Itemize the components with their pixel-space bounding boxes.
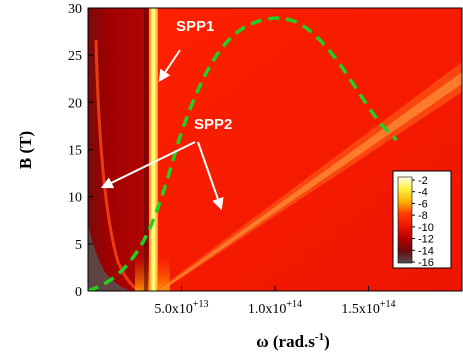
dashed-light-line xyxy=(88,16,398,291)
spp2-lower-branch xyxy=(94,39,141,291)
y-axis-title: B (T) xyxy=(16,131,35,169)
y-axis: 0 5 10 15 20 25 30 xyxy=(68,2,93,300)
spp1-line xyxy=(149,8,158,291)
y-tick-label: 0 xyxy=(75,285,82,300)
colorbar-labels: -2-4-6-8-10-12-14-16 xyxy=(412,175,434,269)
x-axis: 5.0x10+13 1.0x10+14 1.5x10+14 xyxy=(154,286,396,317)
annotation-spp2: SPP2 xyxy=(194,116,232,133)
annotation-spp1: SPP1 xyxy=(176,18,214,35)
y-tick-label: 25 xyxy=(68,49,82,64)
spp1-arrow xyxy=(158,49,181,82)
spp2-band-inner xyxy=(158,72,462,291)
spp2-band-outer xyxy=(156,62,462,291)
colorbar-level-label: -6 xyxy=(418,198,428,210)
colorbar-gradient xyxy=(397,176,413,264)
spp1-dark-edge xyxy=(144,8,148,291)
x-axis-title-main: ω (rad.s xyxy=(256,332,315,351)
x-axis-title-sup: -1 xyxy=(315,331,324,343)
y-tick-label: 15 xyxy=(68,144,82,159)
x-tick-label: 1.5x10+14 xyxy=(341,299,395,317)
annotation-arrows xyxy=(100,49,224,211)
colorbar-level-label: -14 xyxy=(418,245,434,257)
y-tick-label: 5 xyxy=(75,238,82,253)
y-tick-label: 10 xyxy=(68,191,82,206)
x-axis-title-close: ) xyxy=(324,332,330,351)
colorbar-level-label: -10 xyxy=(418,222,434,234)
colorbar-level-label: -2 xyxy=(418,175,428,187)
colorbar-level-label: -4 xyxy=(418,187,428,199)
x-axis-title: ω (rad.s-1) xyxy=(256,331,330,351)
colorbar-level-label: -8 xyxy=(418,210,428,222)
spp2-arrow-left xyxy=(100,141,196,189)
colorbar-level-label: -12 xyxy=(418,234,434,246)
dark-corner xyxy=(88,225,130,291)
colorbar-legend: -2-4-6-8-10-12-14-16 xyxy=(392,170,452,269)
x-tick-label: 5.0x10+13 xyxy=(154,299,208,317)
heatmap-field xyxy=(88,8,462,291)
spp2-arrow-right xyxy=(197,141,224,211)
y-tick-label: 20 xyxy=(68,96,82,111)
x-tick-label: 1.0x10+14 xyxy=(248,299,302,317)
colorbar-level-label: -16 xyxy=(418,257,434,269)
y-tick-label: 30 xyxy=(68,2,82,17)
